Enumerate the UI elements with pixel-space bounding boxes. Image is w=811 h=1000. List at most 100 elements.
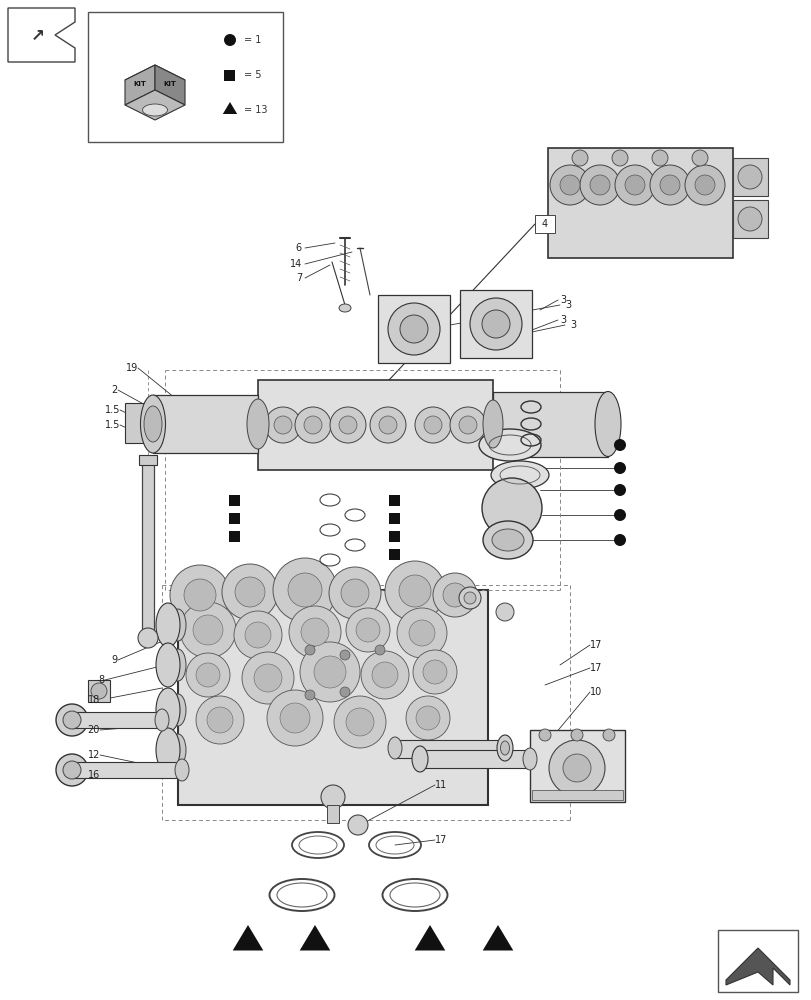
Bar bbox=[547, 148, 732, 258]
Circle shape bbox=[138, 628, 158, 648]
Polygon shape bbox=[8, 8, 75, 62]
Circle shape bbox=[305, 645, 315, 655]
Bar bbox=[389, 512, 400, 524]
Bar bbox=[492, 392, 607, 457]
Bar bbox=[717, 930, 797, 992]
Circle shape bbox=[294, 407, 331, 443]
Ellipse shape bbox=[247, 399, 268, 449]
Text: = 1: = 1 bbox=[243, 35, 261, 45]
Bar bbox=[732, 158, 767, 196]
Text: 10: 10 bbox=[590, 687, 602, 697]
Circle shape bbox=[329, 407, 366, 443]
Polygon shape bbox=[125, 65, 185, 95]
Circle shape bbox=[341, 579, 368, 607]
Circle shape bbox=[651, 150, 667, 166]
Bar bbox=[389, 494, 400, 506]
Circle shape bbox=[613, 534, 625, 546]
Text: KIT: KIT bbox=[163, 81, 176, 87]
Ellipse shape bbox=[155, 709, 169, 731]
Polygon shape bbox=[125, 65, 155, 105]
Bar bbox=[152, 395, 258, 453]
Circle shape bbox=[562, 754, 590, 782]
Ellipse shape bbox=[400, 315, 427, 343]
Circle shape bbox=[423, 416, 441, 434]
Ellipse shape bbox=[142, 104, 167, 116]
Circle shape bbox=[458, 416, 476, 434]
Text: 20: 20 bbox=[88, 725, 100, 735]
Ellipse shape bbox=[338, 304, 350, 312]
Ellipse shape bbox=[56, 754, 88, 786]
Bar bbox=[230, 494, 240, 506]
Circle shape bbox=[379, 416, 397, 434]
Circle shape bbox=[370, 407, 406, 443]
Circle shape bbox=[314, 656, 345, 688]
Ellipse shape bbox=[56, 704, 88, 736]
Circle shape bbox=[273, 416, 292, 434]
Text: 8: 8 bbox=[99, 675, 105, 685]
Circle shape bbox=[659, 175, 679, 195]
Bar bbox=[419, 750, 530, 768]
Circle shape bbox=[348, 815, 367, 835]
Ellipse shape bbox=[470, 298, 521, 350]
Text: 1.5: 1.5 bbox=[105, 420, 120, 430]
Circle shape bbox=[195, 696, 243, 744]
Circle shape bbox=[355, 618, 380, 642]
Text: KIT: KIT bbox=[133, 81, 146, 87]
Ellipse shape bbox=[522, 748, 536, 770]
Text: 1.5: 1.5 bbox=[105, 405, 120, 415]
Ellipse shape bbox=[482, 310, 509, 338]
Ellipse shape bbox=[500, 741, 508, 755]
Circle shape bbox=[195, 663, 220, 687]
Ellipse shape bbox=[63, 761, 81, 779]
Circle shape bbox=[267, 690, 323, 746]
Polygon shape bbox=[725, 948, 789, 985]
Ellipse shape bbox=[156, 603, 180, 647]
Ellipse shape bbox=[169, 734, 186, 766]
Circle shape bbox=[624, 175, 644, 195]
Ellipse shape bbox=[144, 406, 162, 442]
Text: 11: 11 bbox=[435, 780, 447, 790]
Polygon shape bbox=[125, 90, 185, 120]
Bar bbox=[139, 455, 157, 465]
Ellipse shape bbox=[496, 735, 513, 761]
Circle shape bbox=[288, 573, 322, 607]
Text: 19: 19 bbox=[126, 363, 138, 373]
Circle shape bbox=[320, 785, 345, 809]
Bar bbox=[125, 403, 152, 443]
Ellipse shape bbox=[478, 429, 540, 461]
Polygon shape bbox=[299, 925, 330, 950]
Circle shape bbox=[423, 660, 446, 684]
Circle shape bbox=[303, 416, 322, 434]
Circle shape bbox=[413, 650, 457, 694]
Polygon shape bbox=[233, 925, 263, 950]
Circle shape bbox=[539, 729, 551, 741]
Ellipse shape bbox=[140, 395, 165, 453]
Circle shape bbox=[571, 150, 587, 166]
Circle shape bbox=[184, 579, 216, 611]
Ellipse shape bbox=[156, 643, 180, 687]
Text: 9: 9 bbox=[112, 655, 118, 665]
Circle shape bbox=[548, 740, 604, 796]
Bar bbox=[142, 460, 154, 635]
Text: = 13: = 13 bbox=[243, 105, 267, 115]
Circle shape bbox=[338, 416, 357, 434]
Circle shape bbox=[221, 564, 277, 620]
Circle shape bbox=[482, 478, 541, 538]
Circle shape bbox=[691, 150, 707, 166]
Ellipse shape bbox=[169, 649, 186, 681]
Text: 3: 3 bbox=[569, 320, 576, 330]
Circle shape bbox=[193, 615, 223, 645]
Circle shape bbox=[234, 611, 281, 659]
Text: ↗: ↗ bbox=[31, 27, 45, 45]
Bar bbox=[258, 380, 492, 470]
Circle shape bbox=[415, 706, 440, 730]
Circle shape bbox=[169, 565, 230, 625]
Circle shape bbox=[345, 608, 389, 652]
Text: 3: 3 bbox=[564, 300, 570, 310]
Bar bbox=[178, 590, 487, 805]
Bar bbox=[732, 200, 767, 238]
Circle shape bbox=[180, 602, 236, 658]
Circle shape bbox=[186, 653, 230, 697]
Text: 12: 12 bbox=[88, 750, 100, 760]
Circle shape bbox=[443, 583, 466, 607]
